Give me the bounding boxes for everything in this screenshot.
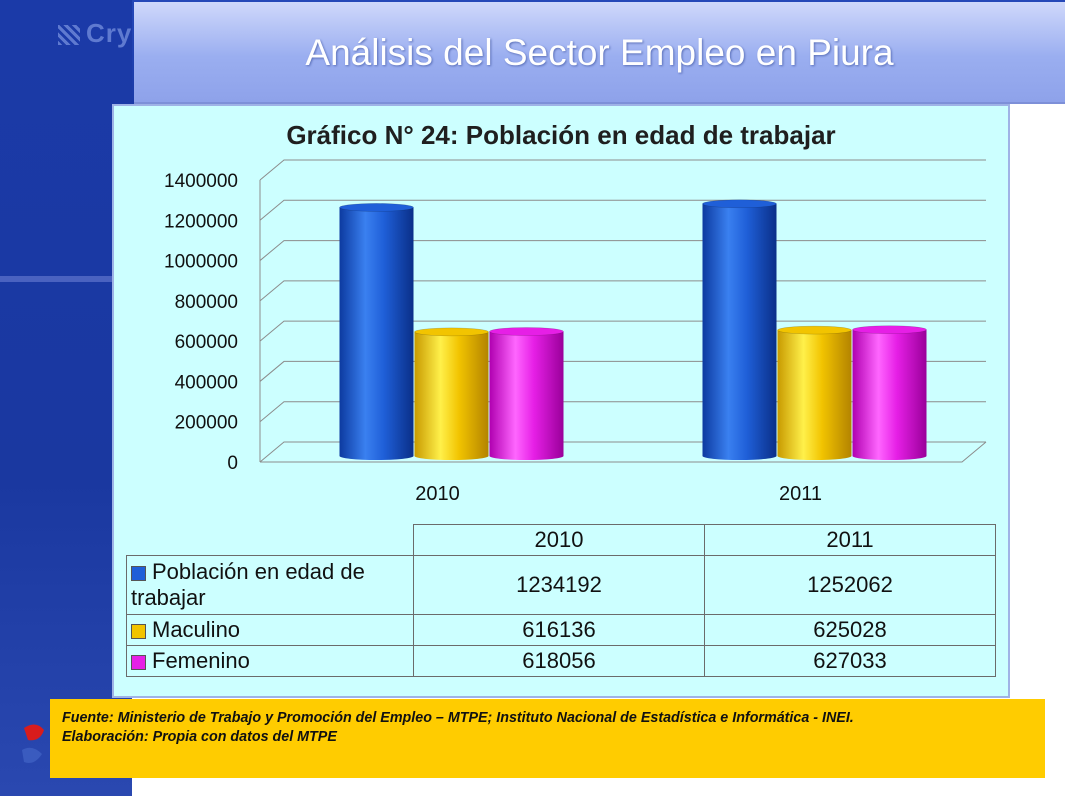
- bar-top: [702, 199, 777, 209]
- legend-entry-maculino: Maculino: [126, 614, 414, 646]
- x-tick-label: 2011: [779, 483, 822, 505]
- legend-swatch-icon: [131, 623, 146, 639]
- data-table-cell: 627033: [704, 645, 996, 677]
- y-axis: 0 200000 400000 600000 800000 1000000 1200000 1…: [164, 171, 238, 474]
- bar-chart: 0 200000 400000 600000 800000 1000000 1200000 1…: [164, 159, 987, 505]
- data-table-row: Población en edad de trabajar 1234192 12…: [126, 555, 996, 615]
- chart-title: Gráfico N° 24: Población en edad de trab…: [286, 120, 836, 150]
- y-tick-label: 200000: [175, 413, 238, 434]
- bar: [339, 207, 414, 460]
- legend-label: Femenino: [152, 648, 250, 673]
- chart-floor: [260, 441, 987, 463]
- bar: [777, 330, 852, 460]
- data-table-cell: 1234192: [413, 555, 705, 615]
- bar-top: [852, 325, 927, 334]
- gridline: [259, 159, 986, 181]
- bar: [489, 331, 564, 460]
- elaboration-text: Elaboración: Propia con datos del MTPE: [62, 729, 337, 745]
- background-left-band: [0, 0, 132, 796]
- slide-title: Análisis del Sector Empleo en Piura: [305, 32, 894, 73]
- chart-panel: Gráfico N° 24: Población en edad de trab…: [112, 104, 1010, 698]
- bar-top: [414, 327, 489, 337]
- y-tick-label: 1400000: [164, 171, 238, 192]
- data-table-corner: [126, 524, 414, 556]
- y-tick-label: 1200000: [164, 211, 238, 232]
- data-table: 2010 2011 Población en edad de trabajar …: [126, 524, 996, 677]
- legend-label: Maculino: [152, 617, 241, 642]
- source-text: Fuente: Ministerio de Trabajo y Promoció…: [62, 710, 854, 726]
- y-tick-label: 0: [227, 453, 238, 474]
- x-axis: 2010 2011: [415, 483, 822, 505]
- data-table-header: 2010: [413, 524, 705, 556]
- y-tick-label: 800000: [175, 292, 238, 313]
- logo-text: Cry: [86, 18, 133, 48]
- legend-swatch-icon: [131, 654, 146, 670]
- y-tick-label: 400000: [175, 372, 238, 393]
- logo-icon: [58, 25, 80, 46]
- data-table-row: Femenino 618056 627033: [126, 645, 996, 677]
- data-table-cell: 616136: [413, 614, 705, 646]
- x-tick-label: 2010: [415, 483, 460, 505]
- legend-entry-poblacion: Población en edad de trabajar: [126, 555, 414, 615]
- bar-top: [339, 203, 414, 212]
- data-table-cell: 1252062: [704, 555, 996, 615]
- y-tick-label: 1000000: [164, 252, 238, 273]
- data-table-cell: 618056: [413, 645, 705, 677]
- data-table-header: 2011: [704, 524, 996, 556]
- decorative-figure-icon: [22, 724, 44, 763]
- data-table-row: Maculino 616136 625028: [126, 614, 996, 646]
- legend-swatch-icon: [131, 565, 146, 581]
- legend-label: Población en edad de trabajar: [131, 559, 365, 610]
- bar-top: [777, 325, 852, 335]
- title-band: Análisis del Sector Empleo en Piura: [134, 2, 1065, 104]
- data-table-cell: 625028: [704, 614, 996, 646]
- background-logo: Cry: [58, 18, 132, 49]
- bar: [414, 331, 489, 460]
- bar-top: [489, 327, 564, 336]
- background-stripe: [0, 276, 112, 282]
- bar: [852, 329, 927, 460]
- bars: [339, 199, 927, 460]
- bar: [702, 203, 777, 460]
- source-note: Fuente: Ministerio de Trabajo y Promoció…: [50, 699, 1045, 778]
- data-table-header-row: 2010 2011: [126, 524, 996, 556]
- y-tick-label: 600000: [175, 332, 238, 353]
- legend-entry-femenino: Femenino: [126, 645, 414, 677]
